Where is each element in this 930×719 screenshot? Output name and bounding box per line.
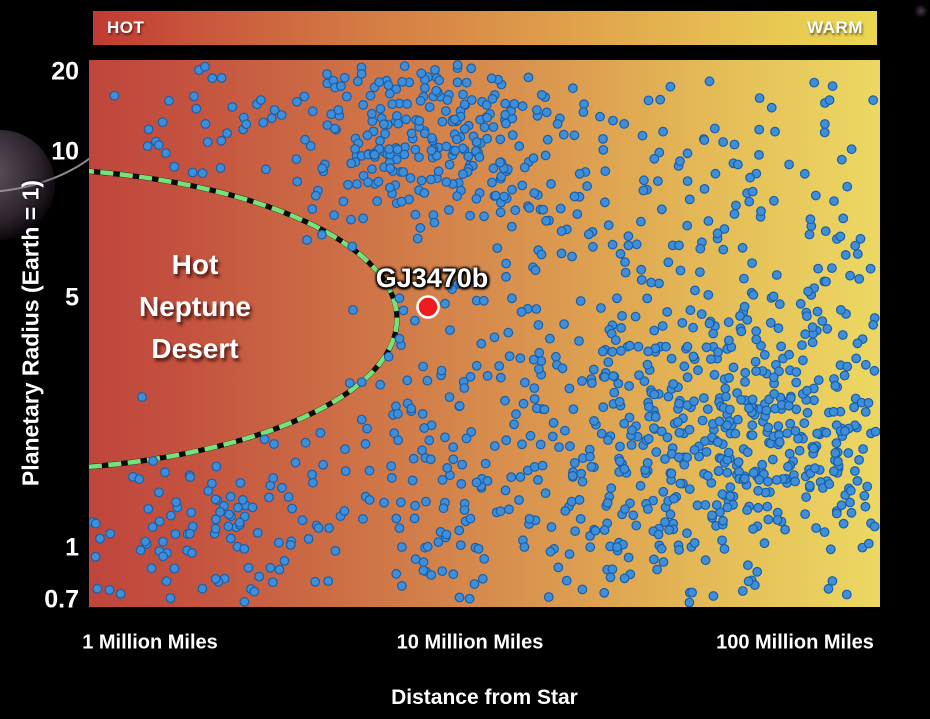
- x-tick-label: 1 Million Miles: [82, 631, 218, 654]
- plot-area: Hot Neptune Desert GJ3470b: [89, 60, 880, 607]
- temperature-gradient-bar: HOT WARM: [93, 11, 877, 45]
- desert-label-line: Neptune: [139, 291, 251, 322]
- desert-label: Hot Neptune Desert: [89, 244, 315, 370]
- x-axis-title: Distance from Star: [391, 686, 578, 709]
- warm-label: WARM: [807, 18, 863, 37]
- x-tick-label: 100 Million Miles: [716, 631, 874, 654]
- y-tick-label: 0.7: [44, 585, 79, 614]
- desert-boundary-curve: [89, 168, 400, 470]
- scatter-canvas: [89, 60, 880, 607]
- y-tick-label: 10: [51, 137, 79, 166]
- y-tick-label: 5: [65, 283, 79, 312]
- desert-label-line: Hot: [171, 249, 219, 280]
- background-star: [914, 4, 928, 18]
- x-tick-label: 10 Million Miles: [396, 631, 544, 654]
- gj3470b-label: GJ3470b: [375, 263, 489, 293]
- y-tick-label: 1: [65, 533, 79, 562]
- desert-label-line: Desert: [151, 333, 239, 364]
- y-axis-ticks: 20 10 5 1 0.7: [0, 57, 84, 614]
- gj3470b-marker: [416, 295, 440, 319]
- scatter-points: [89, 60, 880, 607]
- hot-label: HOT: [107, 18, 145, 37]
- y-tick-label: 20: [51, 57, 79, 86]
